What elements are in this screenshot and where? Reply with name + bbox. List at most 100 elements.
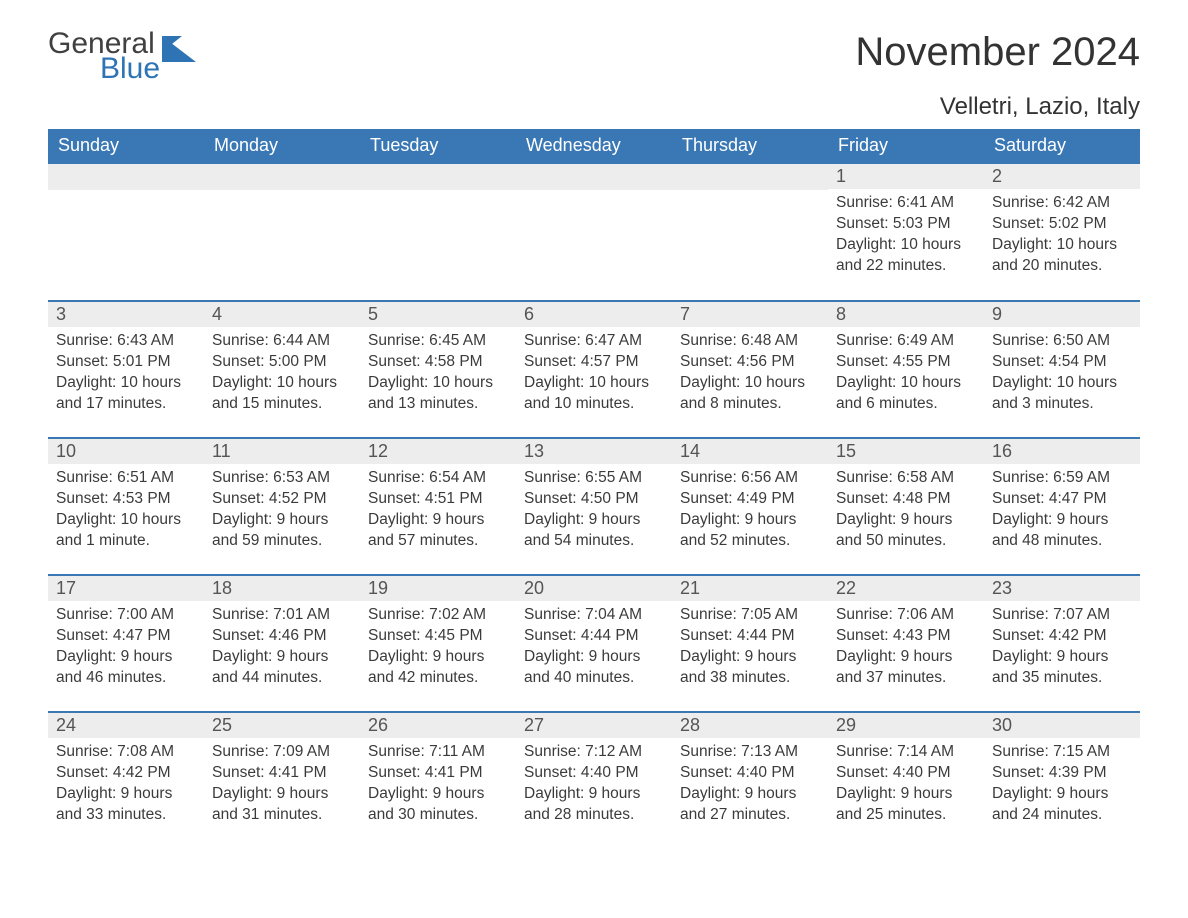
line-label: Daylight: [524,648,584,665]
line-label: Sunrise: [524,332,581,349]
line-value: 5:02 PM [1045,215,1107,232]
day-line: Sunrise: 6:42 AM [992,193,1132,214]
day-number: 13 [516,439,672,464]
calendar-cell: 2Sunrise: 6:42 AMSunset: 5:02 PMDaylight… [984,163,1140,301]
day-line: Daylight: 9 hours and 28 minutes. [524,784,664,826]
line-label: Daylight: [836,785,896,802]
line-value: 7:12 AM [581,743,642,760]
day-header: Tuesday [360,129,516,163]
line-label: Sunset: [212,490,265,507]
line-label: Sunrise: [836,743,893,760]
line-label: Sunrise: [680,606,737,623]
day-line: Daylight: 9 hours and 30 minutes. [368,784,508,826]
calendar-cell: 1Sunrise: 6:41 AMSunset: 5:03 PMDaylight… [828,163,984,301]
line-value: 4:44 PM [577,627,639,644]
day-body [360,190,516,300]
calendar-cell [204,163,360,301]
day-line: Sunset: 4:46 PM [212,626,352,647]
day-line: Sunset: 4:44 PM [524,626,664,647]
line-value: 7:01 AM [269,606,330,623]
line-value: 6:41 AM [893,194,954,211]
line-value: 5:01 PM [109,353,171,370]
line-label: Sunset: [992,215,1045,232]
line-value: 6:43 AM [113,332,174,349]
day-line: Sunrise: 6:58 AM [836,468,976,489]
day-body: Sunrise: 7:05 AMSunset: 4:44 PMDaylight:… [672,601,828,711]
day-line: Sunset: 5:02 PM [992,214,1132,235]
day-line: Daylight: 10 hours and 17 minutes. [56,373,196,415]
line-label: Sunrise: [992,743,1049,760]
line-value: 7:07 AM [1049,606,1110,623]
day-line: Sunrise: 7:02 AM [368,605,508,626]
line-label: Daylight: [992,648,1052,665]
line-value: 6:51 AM [113,469,174,486]
day-line: Sunset: 4:56 PM [680,352,820,373]
day-body: Sunrise: 6:58 AMSunset: 4:48 PMDaylight:… [828,464,984,574]
line-value: 6:54 AM [425,469,486,486]
day-body [204,190,360,300]
day-number [204,164,360,190]
line-label: Sunset: [680,490,733,507]
calendar-cell [48,163,204,301]
calendar-cell: 30Sunrise: 7:15 AMSunset: 4:39 PMDayligh… [984,712,1140,848]
day-body: Sunrise: 6:59 AMSunset: 4:47 PMDaylight:… [984,464,1140,574]
day-line: Daylight: 9 hours and 38 minutes. [680,647,820,689]
calendar-row: 10Sunrise: 6:51 AMSunset: 4:53 PMDayligh… [48,438,1140,575]
line-label: Sunset: [368,353,421,370]
day-body: Sunrise: 7:06 AMSunset: 4:43 PMDaylight:… [828,601,984,711]
line-label: Daylight: [368,785,428,802]
day-body: Sunrise: 6:43 AMSunset: 5:01 PMDaylight:… [48,327,204,437]
day-body: Sunrise: 7:00 AMSunset: 4:47 PMDaylight:… [48,601,204,711]
line-label: Sunrise: [56,332,113,349]
line-label: Sunset: [524,627,577,644]
day-body: Sunrise: 7:11 AMSunset: 4:41 PMDaylight:… [360,738,516,848]
day-line: Daylight: 10 hours and 10 minutes. [524,373,664,415]
day-line: Sunset: 4:47 PM [992,489,1132,510]
day-line: Daylight: 9 hours and 48 minutes. [992,510,1132,552]
calendar-cell: 10Sunrise: 6:51 AMSunset: 4:53 PMDayligh… [48,438,204,575]
day-line: Daylight: 10 hours and 22 minutes. [836,235,976,277]
line-value: 6:53 AM [269,469,330,486]
line-value: 4:40 PM [577,764,639,781]
calendar-cell: 16Sunrise: 6:59 AMSunset: 4:47 PMDayligh… [984,438,1140,575]
line-value: 7:08 AM [113,743,174,760]
day-line: Sunrise: 7:13 AM [680,742,820,763]
day-number: 9 [984,302,1140,327]
day-line: Sunrise: 7:14 AM [836,742,976,763]
day-body [48,190,204,300]
day-number: 24 [48,713,204,738]
day-number: 6 [516,302,672,327]
calendar-cell: 4Sunrise: 6:44 AMSunset: 5:00 PMDaylight… [204,301,360,438]
day-number: 15 [828,439,984,464]
day-line: Sunrise: 7:07 AM [992,605,1132,626]
line-value: 4:50 PM [577,490,639,507]
calendar-cell: 17Sunrise: 7:00 AMSunset: 4:47 PMDayligh… [48,575,204,712]
day-number: 1 [828,164,984,189]
day-number [516,164,672,190]
day-line: Daylight: 10 hours and 3 minutes. [992,373,1132,415]
line-label: Sunrise: [992,606,1049,623]
line-label: Daylight: [836,374,896,391]
day-number: 18 [204,576,360,601]
day-line: Sunrise: 7:06 AM [836,605,976,626]
line-label: Sunrise: [524,743,581,760]
line-label: Daylight: [368,374,428,391]
calendar-cell: 13Sunrise: 6:55 AMSunset: 4:50 PMDayligh… [516,438,672,575]
line-value: 7:15 AM [1049,743,1110,760]
day-body: Sunrise: 7:15 AMSunset: 4:39 PMDaylight:… [984,738,1140,848]
line-label: Sunset: [680,764,733,781]
day-body: Sunrise: 7:08 AMSunset: 4:42 PMDaylight:… [48,738,204,848]
day-line: Sunset: 4:51 PM [368,489,508,510]
line-label: Sunset: [992,353,1045,370]
line-value: 4:57 PM [577,353,639,370]
line-value: 6:49 AM [893,332,954,349]
day-body: Sunrise: 7:07 AMSunset: 4:42 PMDaylight:… [984,601,1140,711]
day-body: Sunrise: 6:45 AMSunset: 4:58 PMDaylight:… [360,327,516,437]
calendar-cell: 19Sunrise: 7:02 AMSunset: 4:45 PMDayligh… [360,575,516,712]
day-number: 22 [828,576,984,601]
day-body: Sunrise: 6:54 AMSunset: 4:51 PMDaylight:… [360,464,516,574]
line-label: Daylight: [992,236,1052,253]
line-label: Sunrise: [368,332,425,349]
calendar-cell: 18Sunrise: 7:01 AMSunset: 4:46 PMDayligh… [204,575,360,712]
calendar-cell: 15Sunrise: 6:58 AMSunset: 4:48 PMDayligh… [828,438,984,575]
